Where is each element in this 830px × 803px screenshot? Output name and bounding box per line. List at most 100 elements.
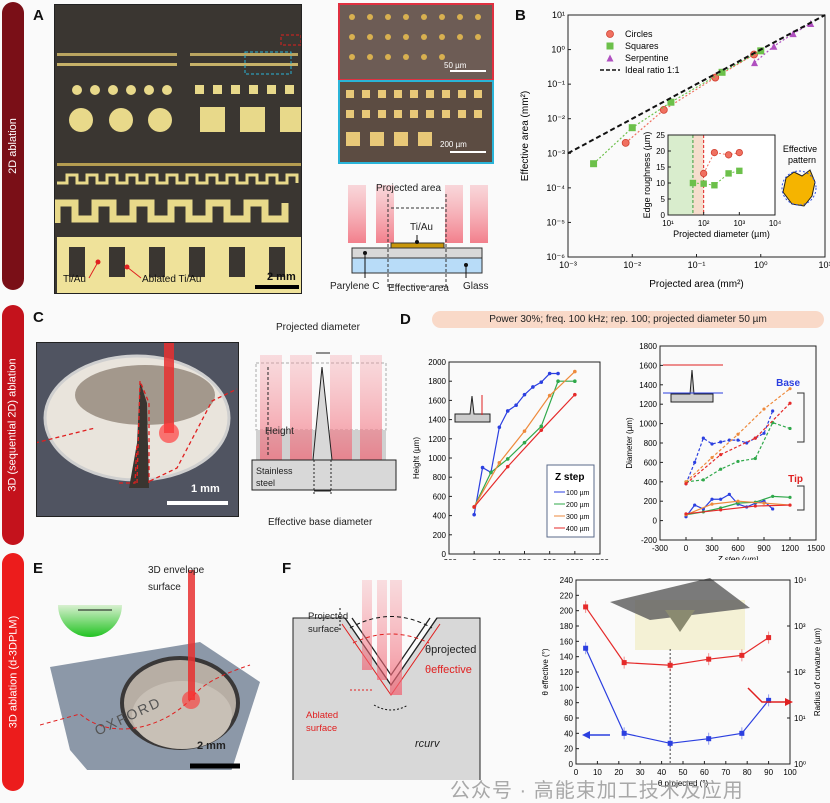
panel-a-photo: Ti/Au Ablated Ti/Au 2 mm	[54, 4, 302, 294]
annotation-line1: Effective	[783, 144, 817, 154]
x-tick-label: 10³	[734, 219, 746, 228]
watermark: 公众号 · 高能束加工技术及应用	[450, 780, 744, 802]
data-point	[497, 425, 502, 430]
data-point	[757, 47, 765, 55]
y-tick-label: 10	[656, 179, 665, 188]
x-tick-label: 1500	[807, 544, 825, 553]
x-axis-label: Projected area (mm²)	[649, 279, 743, 290]
series-line-squares	[593, 50, 762, 165]
data-point	[606, 54, 614, 62]
legend-label: Ideal ratio 1:1	[625, 65, 680, 75]
legend-label: 300 µm	[566, 514, 590, 521]
process-parameters-banner: Power 30%; freq. 100 kHz; rep. 100; proj…	[432, 311, 824, 328]
chart-d-height: -300030060090012001500020040060080010001…	[412, 358, 609, 560]
panel-label-b: B	[515, 7, 526, 24]
y-tick-label: 1600	[428, 396, 446, 405]
y-tick-label: 800	[644, 439, 658, 448]
series-line	[685, 421, 791, 483]
y-tick-label: 1800	[428, 377, 446, 386]
y-tick-label: 160	[560, 637, 574, 646]
y2-tick-label: 10²	[794, 668, 806, 677]
data-point	[472, 505, 476, 509]
right-axis-arrow	[747, 687, 785, 703]
cone-crater-image	[37, 343, 238, 505]
y2-tick-label: 10⁴	[794, 576, 807, 585]
projected-area-label: Projected area	[376, 183, 442, 194]
data-point	[771, 507, 775, 511]
y2-axis-label: Radius of curvature (µm)	[813, 628, 822, 717]
legend-label: Circles	[625, 29, 653, 39]
effective-area-label: Effective area	[388, 283, 449, 294]
base-label: Base	[776, 378, 800, 389]
data-point	[719, 440, 723, 444]
y-tick-label: 1800	[639, 342, 657, 351]
x-tick-label: 0	[574, 768, 579, 777]
chart-f-angle: 0 10 20 30 40 50 60 70 80 90 100 0 20 40 60 80 100 120 140…	[541, 576, 822, 788]
diameter-icon	[670, 369, 714, 403]
series-line	[585, 606, 769, 666]
y-tick-label: 1000	[639, 420, 657, 429]
annotation-line2: pattern	[788, 155, 816, 165]
x-tick-label: 0	[472, 558, 477, 560]
panel-label-a: A	[33, 7, 44, 24]
data-point	[684, 482, 688, 486]
ti-au-schematic-label: Ti/Au	[410, 222, 433, 233]
data-point	[762, 407, 766, 411]
scale-bar-label: 2 mm	[267, 271, 296, 283]
y-tick-label: -200	[641, 536, 658, 545]
data-point	[736, 167, 743, 175]
x-tick-label: 60	[700, 768, 709, 777]
data-point	[514, 403, 518, 407]
y-tick-label: 1200	[639, 400, 657, 409]
data-point	[745, 441, 749, 445]
right-axis-arrowhead	[785, 698, 793, 706]
side-label-3d: 3D ablation (d-3DPLM)	[2, 553, 24, 791]
data-point	[539, 380, 544, 384]
surface-label: surface	[148, 582, 181, 593]
projected-surface-label-2: surface	[308, 624, 340, 635]
x-tick-label: 10⁻²	[623, 260, 641, 270]
y-tick-label: 600	[433, 492, 447, 501]
laser-beam	[445, 185, 463, 243]
side-label-2d: 2D ablation	[2, 2, 24, 290]
stainless-label: Stainless	[256, 466, 293, 476]
x-tick-label: 600	[518, 558, 532, 560]
data-point	[522, 392, 527, 397]
data-point	[684, 512, 688, 516]
data-point	[628, 124, 636, 132]
legend-label: 100 µm	[566, 490, 590, 497]
x-tick-label: 20	[614, 768, 623, 777]
projected-surface-label-1: Projected	[308, 611, 349, 622]
data-point	[497, 461, 502, 465]
data-point	[621, 138, 630, 147]
x-tick-label: 10²	[698, 219, 710, 228]
data-point	[590, 160, 598, 168]
x-tick-label: 1200	[781, 544, 799, 553]
x-tick-label: 100	[783, 768, 797, 777]
effective-pattern-icon	[782, 169, 816, 207]
data-point	[693, 503, 697, 507]
x-tick-label: 10⁰	[754, 260, 768, 270]
y-tick-label: 1200	[428, 435, 446, 444]
data-point	[788, 401, 792, 405]
panel-label-c: C	[33, 309, 44, 326]
data-point	[789, 30, 797, 38]
data-point	[489, 470, 493, 475]
data-point	[710, 455, 714, 460]
data-point	[725, 170, 732, 177]
data-point	[505, 464, 510, 469]
x-tick-label: 10⁻³	[559, 260, 577, 270]
data-point	[539, 428, 544, 432]
legend-label: 400 µm	[566, 526, 590, 533]
y-axis-label: Height (µm)	[412, 437, 421, 479]
data-point	[710, 497, 714, 501]
y2-tick-label: 10¹	[794, 714, 806, 723]
plot-frame	[659, 345, 817, 541]
y-tick-label: 80	[564, 699, 573, 708]
chart-b-area-comparison: 10⁻³ 10⁻² 10⁻¹ 10⁰ 10¹ 10⁻⁶ 10⁻⁵ 10⁻⁴ 10⁻³ 10⁻² 10…	[520, 10, 830, 290]
tip-bracket	[797, 485, 805, 511]
y-axis-label: Edge roughness (µm)	[642, 132, 652, 219]
series-line	[685, 504, 791, 515]
data-point	[753, 504, 757, 508]
zoom-inset-red: 50 µm	[338, 3, 494, 81]
